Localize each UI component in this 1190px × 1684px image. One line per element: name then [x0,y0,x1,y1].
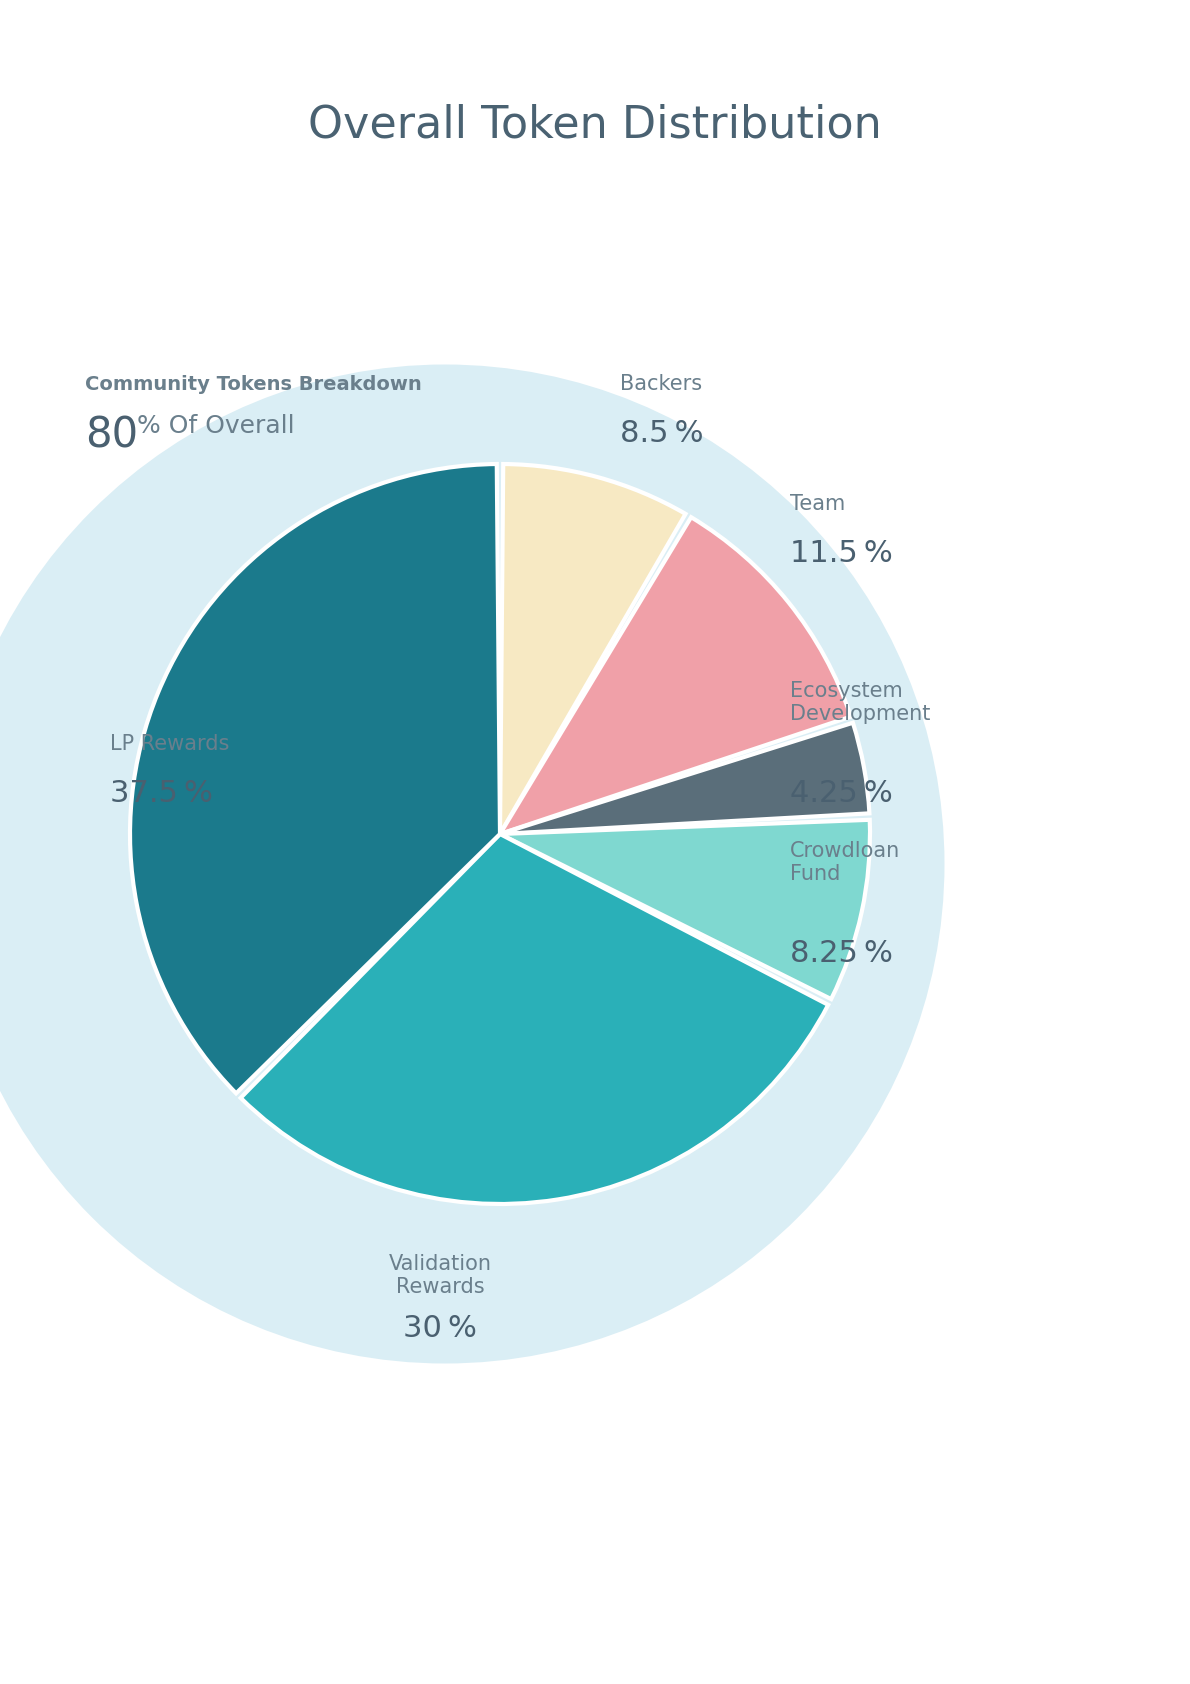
Wedge shape [240,834,828,1204]
Text: 37.5 %: 37.5 % [109,780,213,808]
Text: 4.25 %: 4.25 % [790,780,892,808]
Wedge shape [500,820,870,999]
Text: Community Tokens Breakdown: Community Tokens Breakdown [84,376,421,394]
Text: Overall Token Distribution: Overall Token Distribution [308,104,882,147]
Text: 8.5 %: 8.5 % [620,419,703,448]
Wedge shape [500,722,870,834]
Text: % Of Overall: % Of Overall [137,414,295,438]
Circle shape [0,364,945,1364]
Wedge shape [500,517,851,834]
Text: Crowdloan
Fund: Crowdloan Fund [790,840,901,884]
Wedge shape [130,465,500,1093]
Text: Team: Team [790,493,845,514]
Text: 8.25 %: 8.25 % [790,940,892,968]
Text: 11.5 %: 11.5 % [790,539,892,568]
Text: 30 %: 30 % [403,1314,477,1344]
Text: LP Rewards: LP Rewards [109,734,230,754]
Wedge shape [500,465,685,834]
Text: Backers: Backers [620,374,702,394]
Text: Ecosystem
Development: Ecosystem Development [790,680,931,724]
Text: Validation
Rewards: Validation Rewards [388,1255,491,1297]
Text: 80: 80 [84,414,138,456]
